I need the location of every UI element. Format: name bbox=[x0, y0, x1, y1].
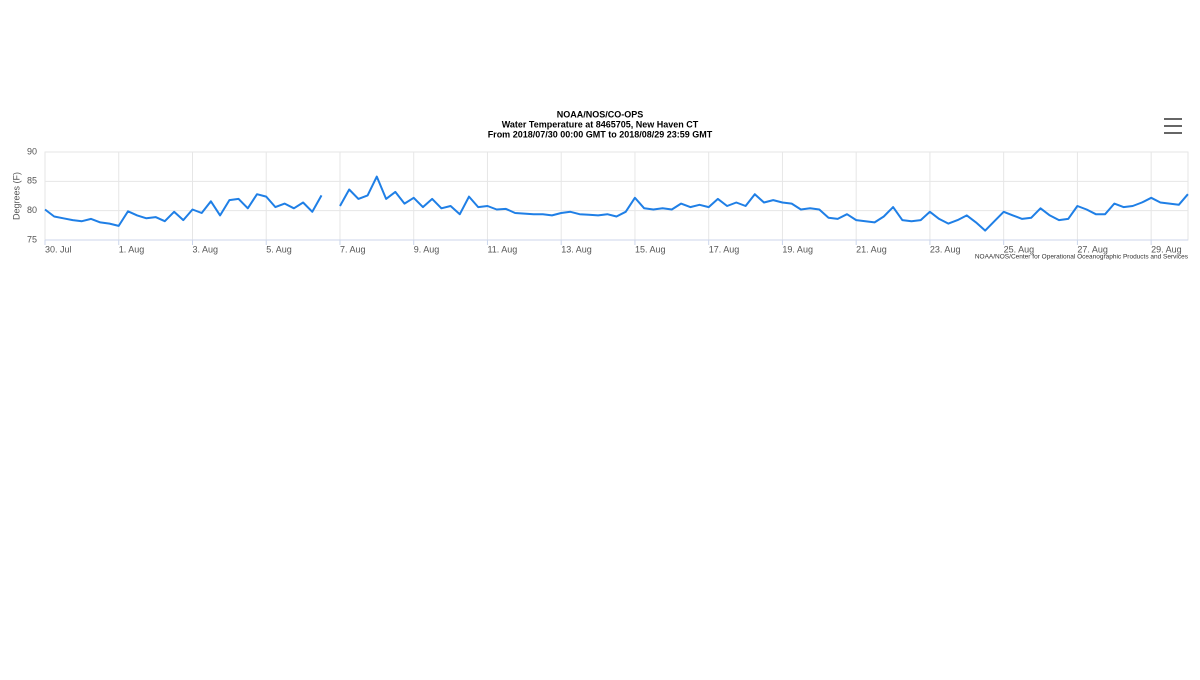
x-tick-label: 27. Aug bbox=[1077, 244, 1108, 254]
menu-button[interactable] bbox=[1164, 118, 1182, 134]
x-tick-label: 17. Aug bbox=[709, 244, 740, 254]
x-tick-label: 19. Aug bbox=[782, 244, 813, 254]
plot-area bbox=[44, 151, 1189, 241]
x-tick-label: 9. Aug bbox=[414, 244, 440, 254]
chart-title: NOAA/NOS/CO-OPS bbox=[557, 109, 644, 119]
chart-subtitle: Water Temperature at 8465705, New Haven … bbox=[502, 119, 699, 129]
y-tick-label: 85 bbox=[27, 176, 37, 186]
y-tick-label: 90 bbox=[27, 146, 37, 156]
x-tick-label: 11. Aug bbox=[487, 244, 517, 254]
x-tick-label: 7. Aug bbox=[340, 244, 366, 254]
x-tick-label: 3. Aug bbox=[192, 244, 218, 254]
x-tick-label: 25. Aug bbox=[1004, 244, 1035, 254]
y-tick-label: 80 bbox=[27, 205, 37, 215]
x-tick-label: 23. Aug bbox=[930, 244, 961, 254]
y-axis-title: Degrees (F) bbox=[11, 172, 21, 220]
x-tick-label: 29. Aug bbox=[1151, 244, 1182, 254]
x-tick-label: 1. Aug bbox=[119, 244, 145, 254]
x-tick-label: 21. Aug bbox=[856, 244, 887, 254]
x-tick-label: 13. Aug bbox=[561, 244, 592, 254]
credit: NOAA/NOS/Center for Operational Oceanogr… bbox=[975, 254, 1189, 261]
chart-subtitle: From 2018/07/30 00:00 GMT to 2018/08/29 … bbox=[488, 129, 713, 139]
y-tick-label: 75 bbox=[27, 234, 37, 244]
series-line bbox=[44, 175, 1189, 232]
x-tick-label: 30. Jul bbox=[45, 244, 72, 254]
x-tick-label: 15. Aug bbox=[635, 244, 666, 254]
x-tick-label: 5. Aug bbox=[266, 244, 292, 254]
